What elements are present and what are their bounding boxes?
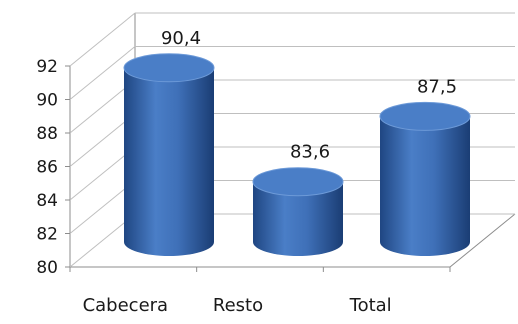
- data-label: 83,6: [290, 142, 330, 163]
- data-labels: 90,4 83,6 87,5: [161, 28, 457, 163]
- y-tick-label: 84: [36, 191, 58, 211]
- data-label: 87,5: [417, 76, 457, 97]
- bar-top: [123, 53, 215, 83]
- x-category-label: Resto: [213, 295, 263, 316]
- bar-top: [379, 101, 471, 131]
- bar-body: [253, 181, 343, 256]
- bars: [123, 53, 471, 256]
- x-category-label: Cabecera: [83, 295, 169, 316]
- y-tick-label: 90: [36, 91, 58, 111]
- bar-body: [124, 67, 214, 256]
- floor-right-edge: [449, 213, 516, 268]
- gridline-side-92: [69, 12, 136, 67]
- y-tick-label: 92: [36, 57, 58, 77]
- bar-resto: [252, 167, 344, 256]
- data-label: 90,4: [161, 28, 201, 49]
- y-tick-label: 88: [36, 124, 58, 144]
- bar-top: [252, 167, 344, 197]
- y-tick-label: 82: [36, 225, 58, 245]
- y-tick-label: 86: [36, 158, 58, 178]
- bar-cabecera: [123, 53, 215, 256]
- y-axis-tick-labels: 80 82 84 86 88 90 92: [36, 57, 70, 278]
- y-tick-label: 80: [36, 258, 58, 278]
- x-axis-category-labels: Cabecera Resto Total: [69, 267, 451, 316]
- bar-total: [379, 101, 471, 256]
- x-category-label: Total: [349, 295, 392, 316]
- gridline-side-90: [69, 46, 136, 100]
- bar-body: [380, 116, 470, 256]
